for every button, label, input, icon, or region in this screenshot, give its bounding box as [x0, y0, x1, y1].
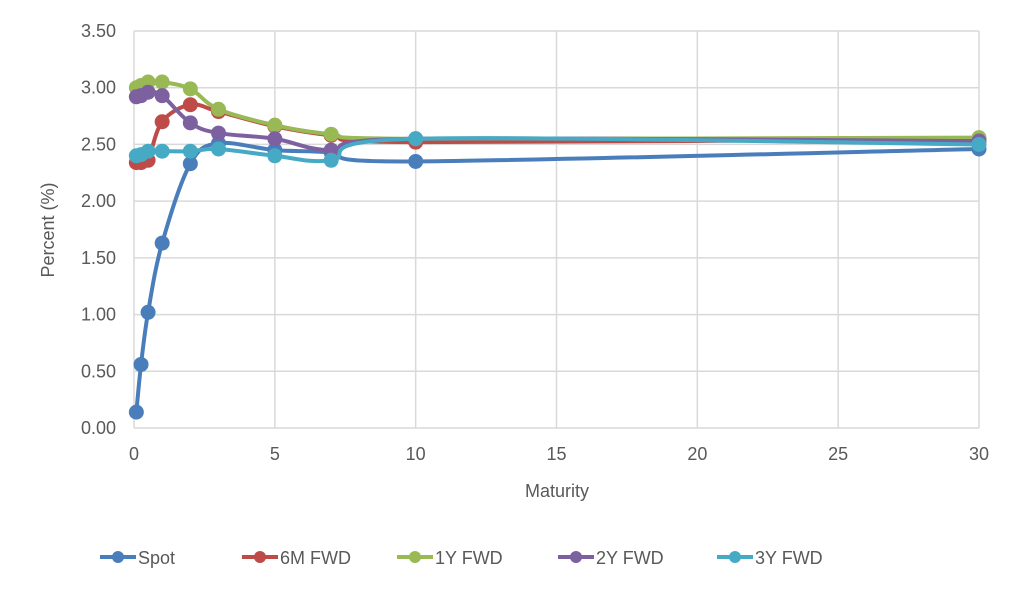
legend-item-1y-fwd: 1Y FWD: [397, 548, 503, 568]
data-point-3y-fwd: [267, 148, 283, 164]
y-tick-label: 0.00: [81, 418, 116, 438]
y-tick-label: 0.50: [81, 361, 116, 381]
data-point-1y-fwd: [182, 81, 198, 97]
data-point-2y-fwd: [182, 115, 198, 131]
data-point-6m-fwd: [182, 97, 198, 113]
x-tick-label: 30: [969, 444, 989, 464]
legend-marker-icon: [254, 551, 266, 563]
y-tick-label: 1.00: [81, 305, 116, 325]
data-point-spot: [182, 156, 198, 172]
data-point-1y-fwd: [154, 74, 170, 90]
y-tick-label: 3.50: [81, 21, 116, 41]
data-point-3y-fwd: [182, 143, 198, 159]
x-tick-label: 5: [270, 444, 280, 464]
x-tick-label: 15: [546, 444, 566, 464]
legend: Spot 6M FWD 1Y FWD 2Y FWD 3Y FWD: [100, 548, 823, 568]
legend-label: 2Y FWD: [596, 548, 664, 568]
y-axis-ticks: 0.00 0.50 1.00 1.50 2.00 2.50 3.00 3.50: [81, 21, 116, 438]
data-point-2y-fwd: [267, 131, 283, 147]
data-point-6m-fwd: [154, 114, 170, 130]
x-tick-label: 20: [687, 444, 707, 464]
y-tick-label: 1.50: [81, 248, 116, 268]
data-point-spot: [408, 153, 424, 169]
x-tick-label: 25: [828, 444, 848, 464]
legend-item-spot: Spot: [100, 548, 175, 568]
legend-marker-icon: [570, 551, 582, 563]
y-tick-label: 2.00: [81, 191, 116, 211]
gridlines: [133, 30, 980, 429]
data-point-2y-fwd: [211, 125, 226, 141]
y-axis-title: Percent (%): [38, 182, 58, 277]
data-point-2y-fwd: [140, 84, 156, 100]
series-lines: [128, 74, 987, 420]
y-tick-label: 3.00: [81, 78, 116, 98]
data-point-3y-fwd: [140, 143, 156, 159]
data-point-3y-fwd: [971, 136, 987, 152]
x-axis-ticks: 0 5 10 15 20 25 30: [129, 444, 989, 464]
series-line-1y-fwd: [134, 79, 981, 141]
data-point-3y-fwd: [408, 131, 424, 147]
data-point-2y-fwd: [154, 88, 170, 104]
legend-item-3y-fwd: 3Y FWD: [717, 548, 823, 568]
x-tick-label: 0: [129, 444, 139, 464]
data-point-1y-fwd: [267, 117, 283, 133]
series-spot: [128, 135, 987, 420]
data-point-3y-fwd: [154, 143, 170, 159]
legend-item-2y-fwd: 2Y FWD: [558, 548, 664, 568]
data-point-spot: [133, 356, 149, 372]
data-point-spot: [154, 235, 170, 251]
series-3y-fwd: [128, 131, 987, 168]
legend-label: 1Y FWD: [435, 548, 503, 568]
legend-marker-icon: [409, 551, 421, 563]
legend-label: Spot: [138, 548, 175, 568]
data-point-spot: [128, 404, 144, 420]
legend-marker-icon: [112, 551, 124, 563]
legend-label: 6M FWD: [280, 548, 351, 568]
data-point-3y-fwd: [323, 152, 339, 168]
x-axis-title: Maturity: [525, 481, 589, 501]
legend-label: 3Y FWD: [755, 548, 823, 568]
legend-item-6m-fwd: 6M FWD: [242, 548, 351, 568]
data-point-spot: [140, 304, 156, 320]
y-tick-label: 2.50: [81, 134, 116, 154]
data-point-1y-fwd: [323, 126, 339, 142]
legend-marker-icon: [729, 551, 741, 563]
data-point-3y-fwd: [211, 141, 226, 157]
x-tick-label: 10: [406, 444, 426, 464]
data-point-1y-fwd: [211, 101, 226, 117]
